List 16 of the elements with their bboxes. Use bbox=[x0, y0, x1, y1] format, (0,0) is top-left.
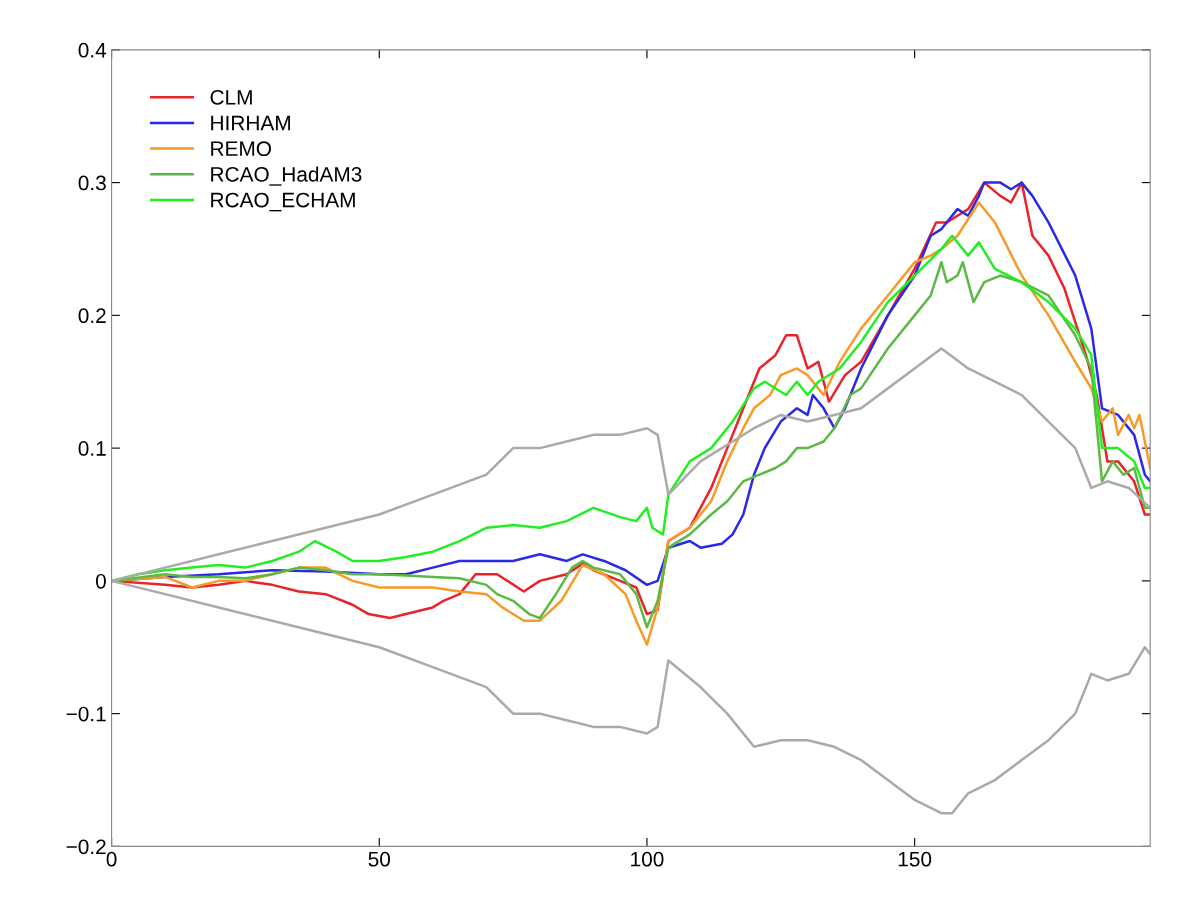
y-tick-label: −0.1 bbox=[66, 706, 106, 722]
legend-label: RCAO_HadAM3 bbox=[211, 166, 362, 186]
y-tick-label: 0.2 bbox=[78, 308, 106, 324]
legend-label: REMO bbox=[211, 141, 271, 157]
x-tick-label: 0 bbox=[106, 851, 117, 867]
legend-label: RCAO_ECHAM bbox=[211, 192, 355, 212]
x-tick-label: 150 bbox=[898, 851, 932, 867]
x-tick-label: 50 bbox=[368, 851, 391, 867]
legend-label: CLM bbox=[210, 89, 252, 105]
y-tick-label: 0.4 bbox=[78, 42, 107, 58]
legend-label: HIRHAM bbox=[211, 115, 290, 131]
x-tick-label: 100 bbox=[631, 851, 664, 867]
y-tick-label: 0.3 bbox=[78, 175, 106, 191]
y-tick-label: 0 bbox=[95, 573, 106, 589]
y-tick-label: −0.2 bbox=[66, 839, 106, 855]
y-tick-label: 0.1 bbox=[78, 441, 106, 456]
